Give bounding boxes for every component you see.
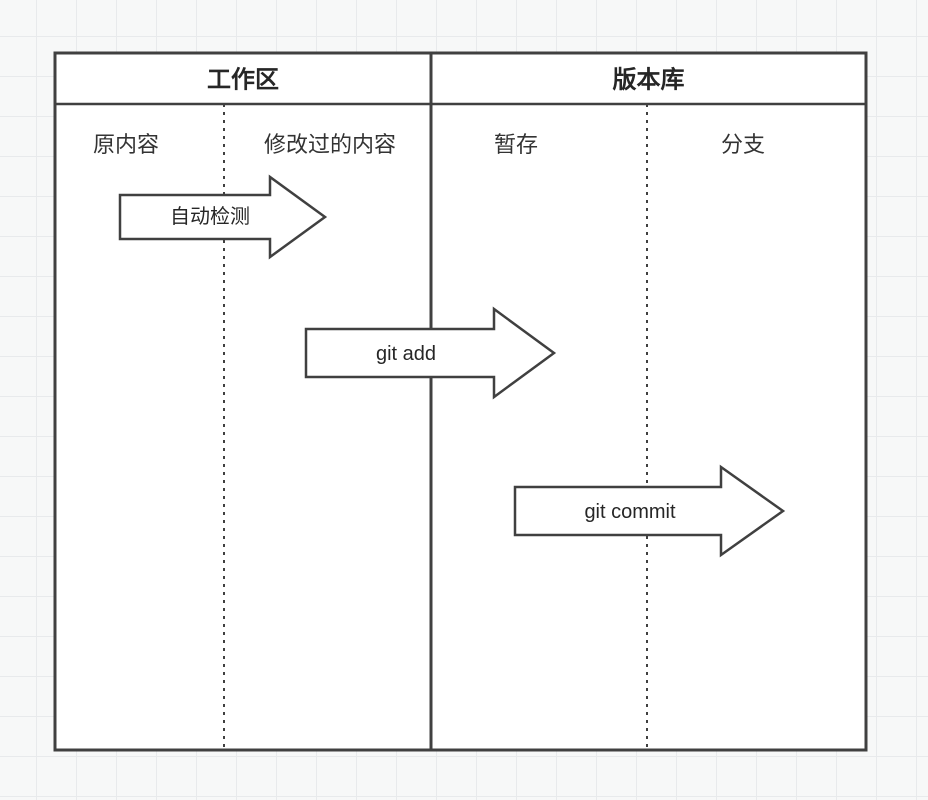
git-areas-diagram: 工作区 版本库 原内容 修改过的内容 暂存 分支 自动检测 git add git …: [0, 0, 928, 800]
left-title: 工作区: [207, 67, 279, 94]
sub-label-staged: 暂存: [494, 132, 538, 157]
arrow-git-commit-label: git commit: [584, 501, 676, 523]
outer-box: [55, 53, 866, 750]
right-title: 版本库: [613, 67, 685, 94]
sub-label-modified: 修改过的内容: [264, 132, 396, 157]
arrow-auto-detect-label: 自动检测: [170, 205, 250, 228]
sub-label-original: 原内容: [93, 132, 159, 157]
arrow-git-add-label: git add: [376, 343, 436, 365]
sub-label-branch: 分支: [721, 132, 765, 157]
